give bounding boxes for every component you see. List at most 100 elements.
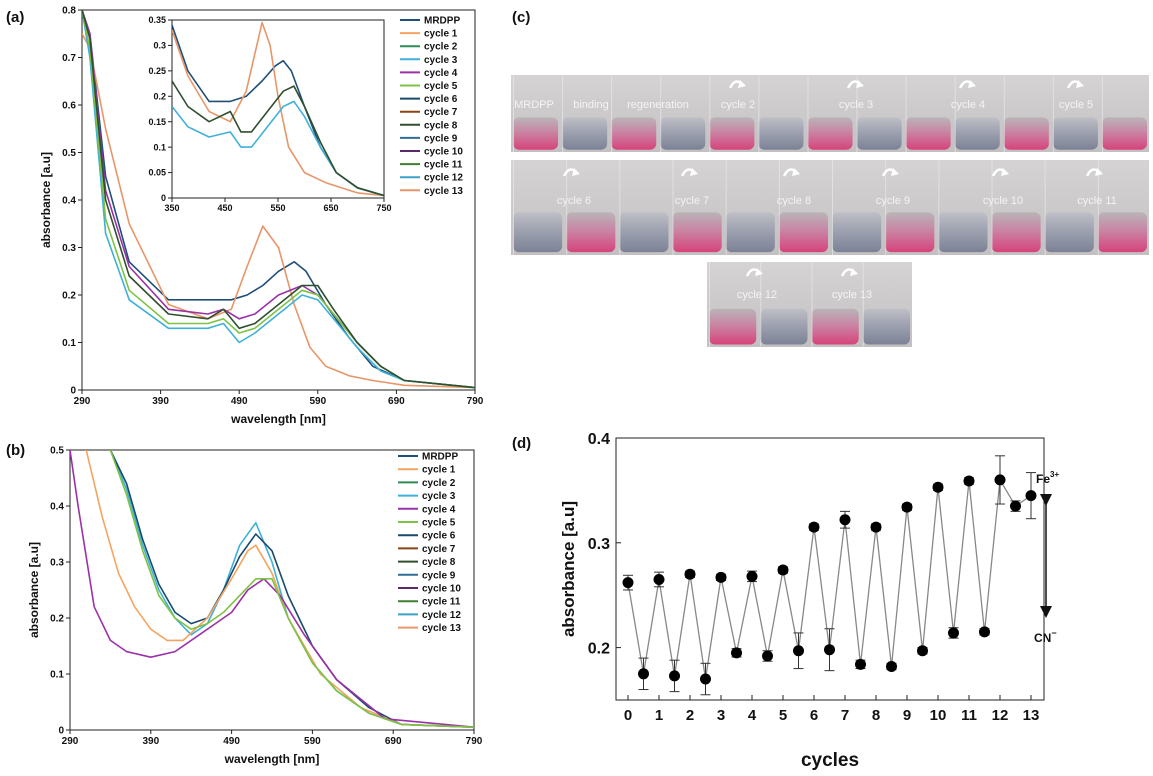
series-line-cycle-4 [70, 450, 474, 728]
photo-row2-label: cycle 7 [675, 195, 709, 207]
photo-row3-label: cycle 13 [832, 289, 872, 301]
y-tick-label: 0.3 [50, 558, 64, 569]
data-point [777, 564, 789, 576]
legend-entry: cycle 3 [424, 55, 458, 66]
series-line-cycle-3 [109, 450, 474, 728]
x-axis-title: wavelength [nm] [224, 752, 320, 766]
x-tick-label: 290 [74, 396, 91, 407]
data-point [622, 577, 634, 589]
vial [513, 117, 559, 150]
y-tick-label: 0.4 [62, 196, 76, 207]
x-tick-label: 350 [164, 203, 179, 213]
vial [991, 212, 1041, 253]
vial-edge [778, 160, 780, 255]
legend-b: MRDPP cycle 1 cycle 2 cycle 3 cycle 4 cycle 5… [398, 452, 461, 634]
data-point [870, 521, 882, 533]
chart-d-cycles: 0 1 2 3 4 5 6 7 8 9 10 11 12 130.20.30.4cyclesabsorba… [559, 431, 1045, 771]
vial [954, 117, 1000, 150]
series-group [82, 10, 475, 389]
y-tick-label: 0.3 [153, 41, 166, 51]
y-tick-label: 0.3 [588, 536, 610, 553]
vial [1101, 117, 1147, 150]
series-line-cycle-5 [109, 450, 474, 728]
arrow-head [850, 268, 858, 276]
plot-frame [69, 449, 475, 731]
vial-edge [513, 75, 514, 152]
y-tick-label: 0 [58, 726, 64, 737]
legend-entry: cycle 6 [424, 94, 458, 105]
chart-a-spectra: 290 390 490 590 690 790 0 0.1 0.2 0.3 0.4 0.5 0.6 0.7… [39, 6, 484, 427]
photo-row2-label: cycle 11 [1077, 195, 1117, 207]
x-tick-label: 1 [655, 707, 663, 724]
arrow-head [1001, 168, 1009, 176]
vial [725, 212, 775, 253]
y-tick-label: 0.25 [148, 66, 166, 76]
legend-entry: cycle 2 [422, 478, 456, 489]
vial-edge [611, 75, 613, 152]
vial [1052, 117, 1098, 150]
x-tick-label: 9 [903, 707, 911, 724]
vial [885, 212, 935, 253]
vial-edge [709, 75, 711, 152]
data-point [684, 568, 696, 580]
legend-entry: cycle 3 [422, 491, 456, 502]
legend-entry: cycle 1 [422, 465, 456, 476]
data-point [653, 573, 665, 585]
x-tick-label: 590 [309, 396, 326, 407]
y-tick-label: 0.4 [50, 502, 64, 513]
panel-a-label: (a) [6, 9, 24, 26]
vial [1003, 117, 1049, 150]
legend-entry: cycle 4 [424, 68, 458, 79]
vial-edge [725, 160, 727, 255]
x-tick-label: 590 [304, 736, 321, 747]
vial [807, 117, 853, 150]
x-tick-label: 790 [466, 736, 483, 747]
y-tick-label: 0.2 [62, 291, 76, 302]
vial-edge [991, 160, 993, 255]
y-tick-label: 0.8 [62, 6, 76, 17]
series-group [172, 21, 384, 197]
data-point [994, 474, 1006, 486]
vial-edge [513, 160, 514, 255]
y-tick-label: 0.2 [50, 614, 64, 625]
y-tick-label: 0.7 [62, 53, 76, 64]
legend-a: MRDPP cycle 1 cycle 2 cycle 3 cycle 4 cycle 5… [400, 16, 463, 197]
legend-entry: cycle 11 [422, 597, 461, 608]
y-axis-title: absorbance [a.u] [559, 501, 578, 637]
vial [660, 117, 706, 150]
photo-row1-label: cycle 2 [721, 99, 755, 111]
arrow-head [968, 80, 976, 88]
vial [938, 212, 988, 253]
x-tick-label: 11 [961, 707, 977, 724]
legend-entry: cycle 10 [422, 584, 461, 595]
legend-entry: cycle 1 [424, 29, 458, 40]
x-tick-label: 390 [152, 396, 169, 407]
arrow-head [1076, 80, 1084, 88]
data-point [948, 627, 959, 639]
photo-row1-label: MRDPP [514, 99, 554, 111]
vial-edge [760, 262, 762, 347]
y-tick-label: 0.05 [148, 168, 166, 178]
x-tick-label: 290 [62, 736, 79, 747]
legend-entry: cycle 2 [424, 42, 458, 53]
y-tick-label: 0.5 [50, 446, 64, 457]
vial [1044, 212, 1094, 253]
vial-edge [811, 262, 813, 347]
data-point [762, 650, 773, 662]
vial [832, 212, 882, 253]
data-point [886, 660, 897, 672]
arrow-head [738, 80, 746, 88]
x-tick-label: 4 [748, 707, 757, 724]
x-tick-label: 7 [841, 707, 849, 724]
x-tick-label: 3 [717, 707, 725, 724]
y-tick-label: 0.3 [62, 243, 76, 254]
y-tick-label: 0 [70, 386, 76, 397]
legend-entry: cycle 8 [424, 120, 458, 131]
arrow-head [755, 268, 763, 276]
vial [811, 308, 859, 345]
data-point [963, 475, 975, 487]
vial [862, 308, 910, 345]
inset-background [168, 18, 386, 208]
chart-b-spectra: 290 390 490 590 690 790 0 0.1 0.2 0.3 0.4 0.5 wavele… [27, 446, 483, 767]
x-tick-label: 690 [385, 736, 402, 747]
